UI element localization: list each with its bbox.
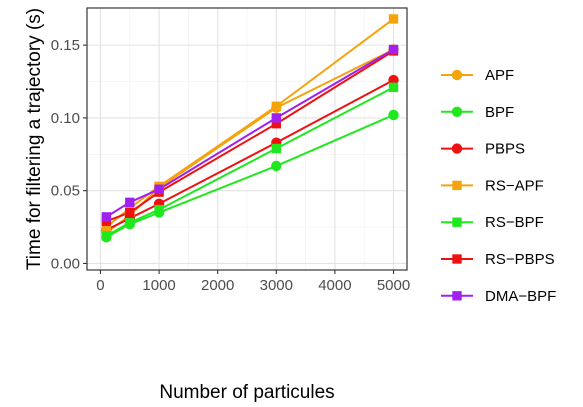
x-tick-label: 5000	[377, 277, 410, 294]
legend-key-marker	[451, 69, 463, 81]
legend-key-marker	[451, 143, 463, 154]
plot-border	[86, 7, 408, 271]
legend-key-marker	[452, 180, 462, 191]
legend-key-marker	[452, 291, 462, 301]
data-point-rs-bpf	[271, 143, 281, 154]
legend-label: DMA−BPF	[485, 288, 556, 305]
legend-item-apf: APF	[441, 67, 514, 84]
data-point-rs-bpf	[154, 204, 164, 215]
data-point-dma-bpf	[271, 113, 281, 123]
legend-label: RS−APF	[485, 177, 544, 194]
data-point-dma-bpf	[101, 212, 112, 222]
legend-item-rs-apf: RS−APF	[441, 177, 544, 194]
legend-item-bpf: BPF	[441, 104, 514, 121]
legend-item-dma-bpf: DMA−BPF	[441, 288, 556, 305]
data-markers	[101, 14, 399, 243]
y-tick-label: 0.00	[51, 255, 80, 272]
legend-label: BPF	[485, 104, 514, 121]
y-axis-title: Time for filtering a trajectory (s)	[24, 8, 45, 270]
y-tick-label: 0.15	[51, 37, 80, 54]
data-point-dma-bpf	[388, 44, 399, 55]
x-tick-label: 4000	[318, 277, 351, 294]
legend-label: RS−PBPS	[485, 251, 555, 268]
data-point-rs-apf	[388, 14, 399, 24]
data-point-bpf	[271, 160, 282, 172]
legend-key-marker	[452, 254, 462, 264]
data-point-rs-pbps	[271, 119, 281, 129]
y-tick-label: 0.10	[51, 110, 80, 127]
data-point-dma-bpf	[125, 197, 135, 207]
data-point-rs-apf	[271, 101, 281, 111]
x-tick-label: 0	[96, 277, 104, 294]
legend-key-marker	[451, 106, 463, 118]
x-tick-label: 2000	[201, 277, 234, 294]
legend-item-rs-bpf: RS−BPF	[441, 214, 544, 231]
y-tick-label: 0.05	[51, 183, 80, 200]
data-point-bpf	[388, 109, 399, 121]
legend-label: PBPS	[485, 141, 525, 158]
x-tick-label: 3000	[260, 277, 293, 294]
data-point-rs-bpf	[388, 82, 399, 93]
data-point-dma-bpf	[154, 184, 164, 194]
x-tick-label: 1000	[142, 277, 175, 294]
data-point-rs-pbps	[125, 207, 135, 218]
legend: APF BPF PBPS RS−APF RS−BPF RS−PBPS DMA−BPF	[441, 67, 556, 305]
legend-item-rs-pbps: RS−PBPS	[441, 251, 555, 268]
axes: 0 1000 2000 3000 4000 5000 0.00 0.05 0.10 0.15	[51, 37, 410, 294]
data-point-rs-apf	[101, 222, 112, 232]
legend-label: APF	[485, 67, 514, 84]
legend-label: RS−BPF	[485, 214, 544, 231]
legend-key-marker	[452, 217, 462, 227]
data-point-rs-bpf	[125, 218, 135, 228]
data-point-rs-bpf	[101, 231, 112, 241]
legend-item-pbps: PBPS	[441, 141, 525, 158]
x-axis-title: Number of particules	[159, 382, 334, 403]
